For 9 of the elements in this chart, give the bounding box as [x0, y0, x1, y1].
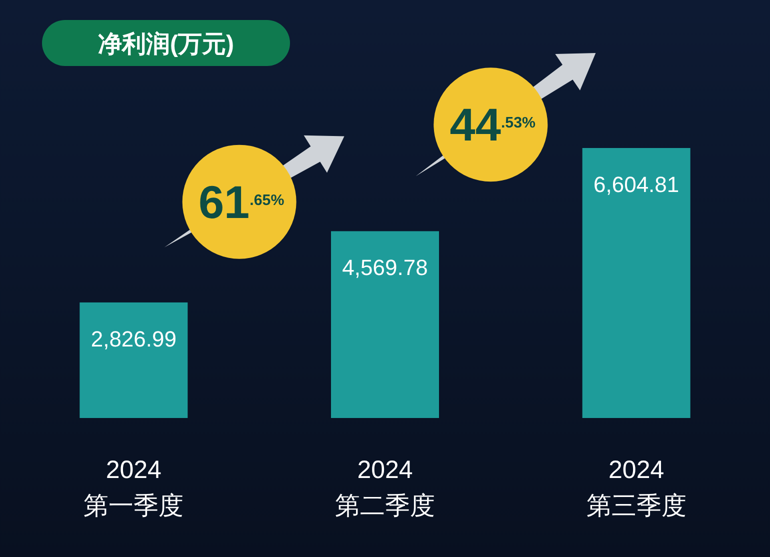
- data-label: 4,569.78: [342, 255, 428, 280]
- x-tick-label: 2024 第一季度: [84, 456, 184, 520]
- chart-title: 净利润(万元): [98, 31, 234, 58]
- annotation: 44$^{.53%}$: [450, 98, 536, 151]
- x-tick-label: 2024 第二季度: [335, 456, 435, 520]
- data-label: 2,826.99: [90, 326, 176, 352]
- annotation: 61$^{.65%}$: [198, 176, 285, 228]
- data-label: 6,604.81: [594, 172, 680, 197]
- x-tick-label: 2024 第三季度: [586, 456, 686, 520]
